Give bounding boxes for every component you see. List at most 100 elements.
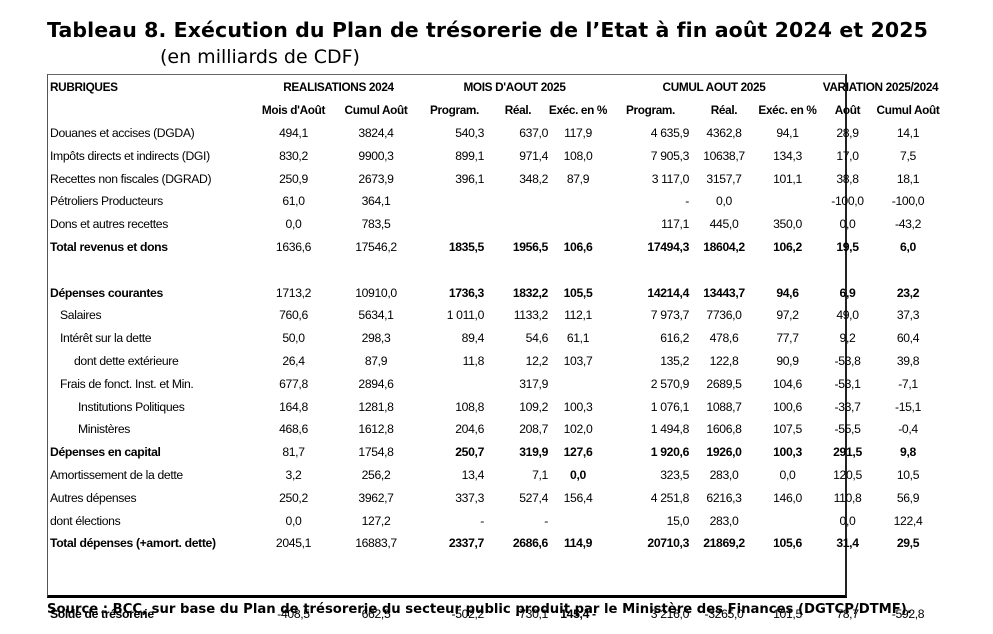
- table-cell: 250,7: [455, 445, 484, 460]
- table-cell: 103,7: [563, 353, 593, 368]
- table-row: Ministères 468,6 1612,8 204,6 208,7 102,0 1 49…: [48, 418, 941, 441]
- table-cell: [488, 258, 548, 281]
- sub-header: Mois d'Août: [261, 103, 326, 118]
- table-cell: 637,0: [519, 125, 548, 140]
- row-label: Total dépenses (+amort. dette): [50, 536, 216, 551]
- table-cell: 10910,0: [355, 285, 397, 300]
- sub-header: Août: [834, 103, 861, 118]
- table-cell: -: [685, 194, 689, 209]
- table-cell: -53,1: [834, 376, 861, 391]
- table-cell: 4 635,9: [650, 125, 690, 140]
- table-cell: 38,8: [836, 171, 859, 186]
- table-cell: 120,5: [833, 467, 862, 482]
- table-cell: 250,9: [279, 171, 308, 186]
- table-cell: 1956,5: [512, 239, 549, 254]
- row-label: Autres dépenses: [50, 490, 137, 505]
- table-cell: 49,0: [836, 308, 859, 323]
- table-cell: 81,7: [282, 445, 305, 460]
- table-cell: 97,2: [776, 308, 799, 323]
- table-cell: [548, 190, 608, 213]
- table-cell: 78,7: [836, 606, 859, 621]
- table-cell: 1 076,1: [650, 399, 690, 414]
- table-cell: [488, 190, 548, 213]
- table-cell: [548, 555, 608, 578]
- table-cell: 2689,5: [706, 376, 742, 391]
- table-cell: 135,2: [660, 353, 689, 368]
- table-cell: -100,0: [891, 194, 925, 209]
- spacer-row: [48, 555, 941, 578]
- table-cell: -15,1: [894, 399, 922, 414]
- table-cell: [755, 555, 820, 578]
- table-cell: 12,2: [525, 353, 549, 368]
- table-cell: 7,5: [900, 148, 916, 163]
- sub-header: Program.: [430, 103, 479, 118]
- table-cell: 13,4: [461, 467, 485, 482]
- table-cell: 105,6: [773, 536, 802, 551]
- table-cell: [331, 555, 421, 578]
- table-cell: 100,6: [773, 399, 802, 414]
- table-cell: 971,4: [519, 148, 548, 163]
- table-cell: 17,0: [836, 148, 859, 163]
- table-cell: 16883,7: [355, 536, 397, 551]
- header-realisations-2024: REALISATIONS 2024: [283, 80, 394, 95]
- table-cell: 1713,2: [275, 285, 312, 300]
- table-cell: [608, 555, 693, 578]
- table-cell: 677,8: [279, 376, 308, 391]
- table-cell: 102,0: [563, 422, 593, 437]
- table-cell: 7,1: [532, 467, 548, 482]
- table-cell: 4362,8: [706, 125, 742, 140]
- table-cell: 100,3: [773, 445, 802, 460]
- table-cell: [421, 372, 488, 395]
- table-cell: 9,2: [839, 331, 856, 346]
- table-row: dont dette extérieure 26,4 87,9 11,8 12,2 103…: [48, 350, 941, 373]
- table-cell: 54,6: [525, 331, 549, 346]
- table-cell: 17546,2: [355, 239, 397, 254]
- table-cell: [820, 258, 875, 281]
- table-cell: 145,4 -: [560, 606, 596, 621]
- table-frame: [47, 74, 847, 598]
- table-row: dont élections 0,0 127,2 - - 15,0 283,0 0,0 122,…: [48, 509, 941, 532]
- row-label: [48, 258, 256, 281]
- table-cell: -730,1: [515, 606, 549, 621]
- table-cell: 527,4: [519, 490, 548, 505]
- table-cell: -43,2: [894, 217, 922, 232]
- table-cell: 146,0: [773, 490, 802, 505]
- table-cell: 468,6: [279, 422, 308, 437]
- table-cell: 3 216,0: [650, 606, 690, 621]
- table-cell: 1926,0: [706, 445, 742, 460]
- table-row: Dépenses courantes 1713,2 10910,0 1736,3 183…: [48, 281, 941, 304]
- table-cell: 107,5: [773, 422, 802, 437]
- row-label: Total revenus et dons: [50, 239, 168, 254]
- table-row: Total dépenses (+amort. dette) 2045,1 1688…: [48, 532, 941, 555]
- table-cell: 101,5: [773, 606, 802, 621]
- table-row: Frais de fonct. Inst. et Min. 677,8 2894,6…: [48, 372, 941, 395]
- table-cell: 445,0: [709, 217, 739, 232]
- row-label: Frais de fonct. Inst. et Min.: [60, 376, 194, 391]
- table-cell: [755, 509, 820, 532]
- table-row: Solde de trésorerie -408,5 662,5 -502,2 -730…: [48, 578, 941, 624]
- table-cell: 1088,7: [706, 399, 742, 414]
- table-cell: -0,4: [898, 422, 918, 437]
- table-cell: 783,5: [361, 217, 391, 232]
- sub-header: Réal.: [504, 103, 532, 118]
- table-cell: 15,0: [666, 513, 690, 528]
- table-row: Intérêt sur la dette 50,0 298,3 89,4 54,6 61,…: [48, 327, 941, 350]
- table-cell: 291,5: [833, 445, 862, 460]
- table-cell: 164,8: [279, 399, 308, 414]
- table-cell: 7736,0: [706, 308, 742, 323]
- table-cell: 87,9: [364, 353, 388, 368]
- table-cell: 830,2: [279, 148, 308, 163]
- table-cell: 104,6: [773, 376, 802, 391]
- table-row: Total revenus et dons 1636,6 17546,2 1835,5…: [48, 236, 941, 259]
- table-cell: 283,0: [709, 467, 739, 482]
- table-row: Dépenses en capital 81,7 1754,8 250,7 319,9 1…: [48, 441, 941, 464]
- table-cell: 108,0: [563, 148, 593, 163]
- table-cell: -: [544, 513, 548, 528]
- table-cell: 11,8: [462, 353, 485, 368]
- table-cell: [548, 372, 608, 395]
- table-cell: 1612,8: [358, 422, 394, 437]
- table-cell: 250,2: [279, 490, 308, 505]
- table-cell: 3 117,0: [651, 171, 690, 186]
- table-cell: [488, 555, 548, 578]
- table-cell: 18604,2: [703, 239, 745, 254]
